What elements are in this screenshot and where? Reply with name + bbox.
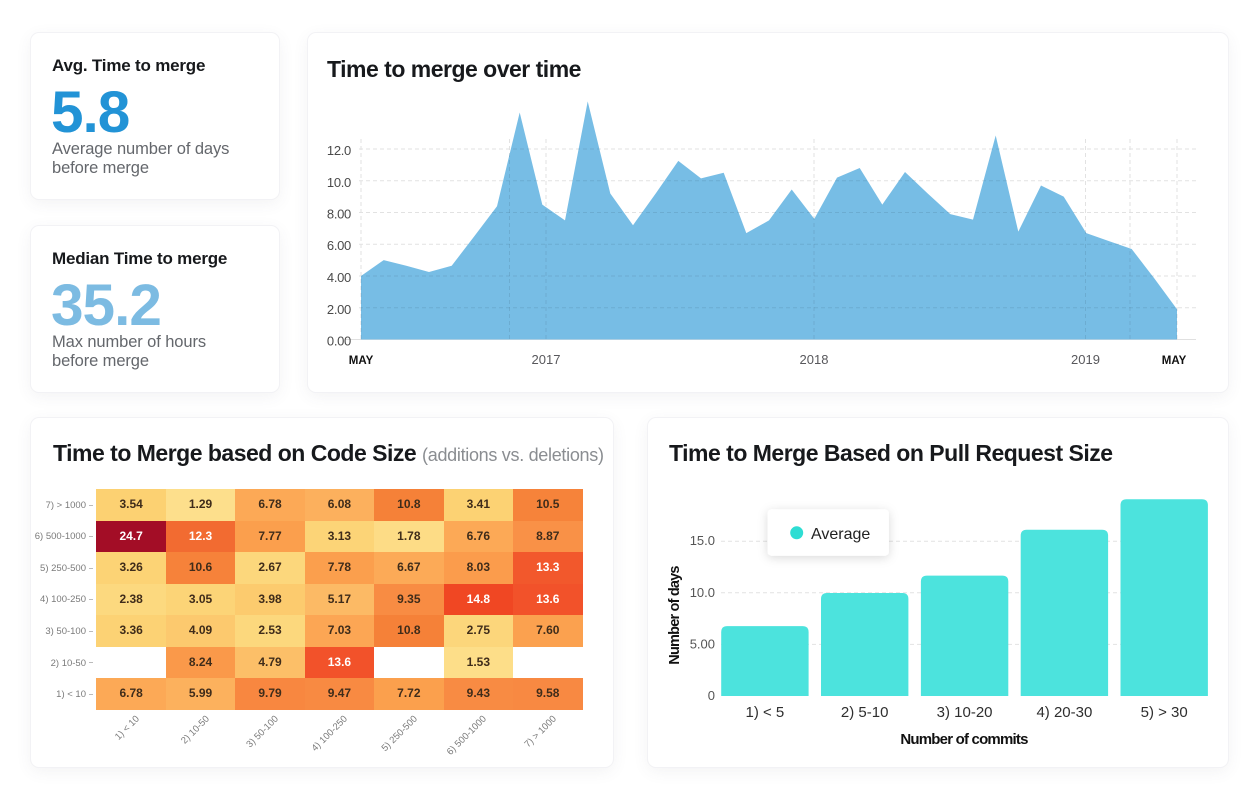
svg-text:2) 5-10: 2) 5-10	[841, 704, 889, 721]
svg-text:0.00: 0.00	[327, 334, 351, 349]
svg-text:0: 0	[708, 688, 715, 703]
svg-text:MAY: MAY	[1162, 355, 1187, 367]
svg-text:6.00: 6.00	[327, 238, 351, 253]
svg-text:4) 20-30: 4) 20-30	[1036, 704, 1092, 721]
svg-text:1) < 5: 1) < 5	[746, 704, 785, 721]
svg-text:Number of days: Number of days	[667, 566, 683, 665]
svg-text:15.0: 15.0	[690, 533, 715, 548]
svg-text:Average: Average	[811, 526, 870, 543]
svg-text:8.00: 8.00	[327, 207, 351, 222]
svg-text:4.00: 4.00	[327, 270, 351, 285]
svg-text:5) > 30: 5) > 30	[1141, 704, 1188, 721]
svg-text:3) 10-20: 3) 10-20	[937, 704, 993, 721]
svg-text:10.0: 10.0	[690, 585, 715, 600]
svg-text:MAY: MAY	[349, 355, 374, 367]
svg-text:12.0: 12.0	[327, 143, 351, 158]
svg-text:5.00: 5.00	[690, 636, 715, 651]
svg-text:2018: 2018	[800, 352, 829, 367]
svg-text:2.00: 2.00	[327, 302, 351, 317]
svg-text:2017: 2017	[532, 352, 561, 367]
svg-text:10.0: 10.0	[327, 175, 351, 190]
svg-text:Number of commits: Number of commits	[900, 731, 1028, 748]
svg-text:2019: 2019	[1071, 352, 1100, 367]
